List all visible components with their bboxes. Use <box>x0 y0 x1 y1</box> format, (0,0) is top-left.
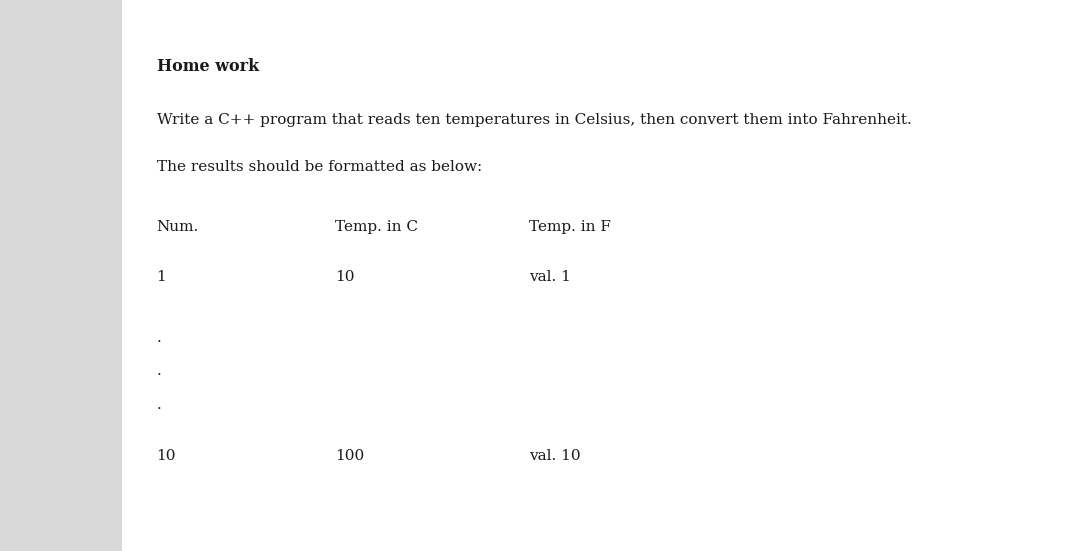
Text: val. 1: val. 1 <box>529 270 571 284</box>
Text: Temp. in F: Temp. in F <box>529 220 611 234</box>
Text: .: . <box>157 364 161 377</box>
Text: 100: 100 <box>335 449 364 463</box>
Text: 1: 1 <box>157 270 166 284</box>
Text: The results should be formatted as below:: The results should be formatted as below… <box>157 160 482 174</box>
Text: Write a C++ program that reads ten temperatures in Celsius, then convert them in: Write a C++ program that reads ten tempe… <box>157 113 912 127</box>
Text: .: . <box>157 398 161 412</box>
Text: Temp. in C: Temp. in C <box>335 220 418 234</box>
Text: val. 10: val. 10 <box>529 449 581 463</box>
Text: 10: 10 <box>157 449 176 463</box>
Text: .: . <box>157 331 161 344</box>
Text: Num.: Num. <box>157 220 199 234</box>
FancyBboxPatch shape <box>122 0 1080 551</box>
Text: Home work: Home work <box>157 58 259 75</box>
Text: 10: 10 <box>335 270 354 284</box>
